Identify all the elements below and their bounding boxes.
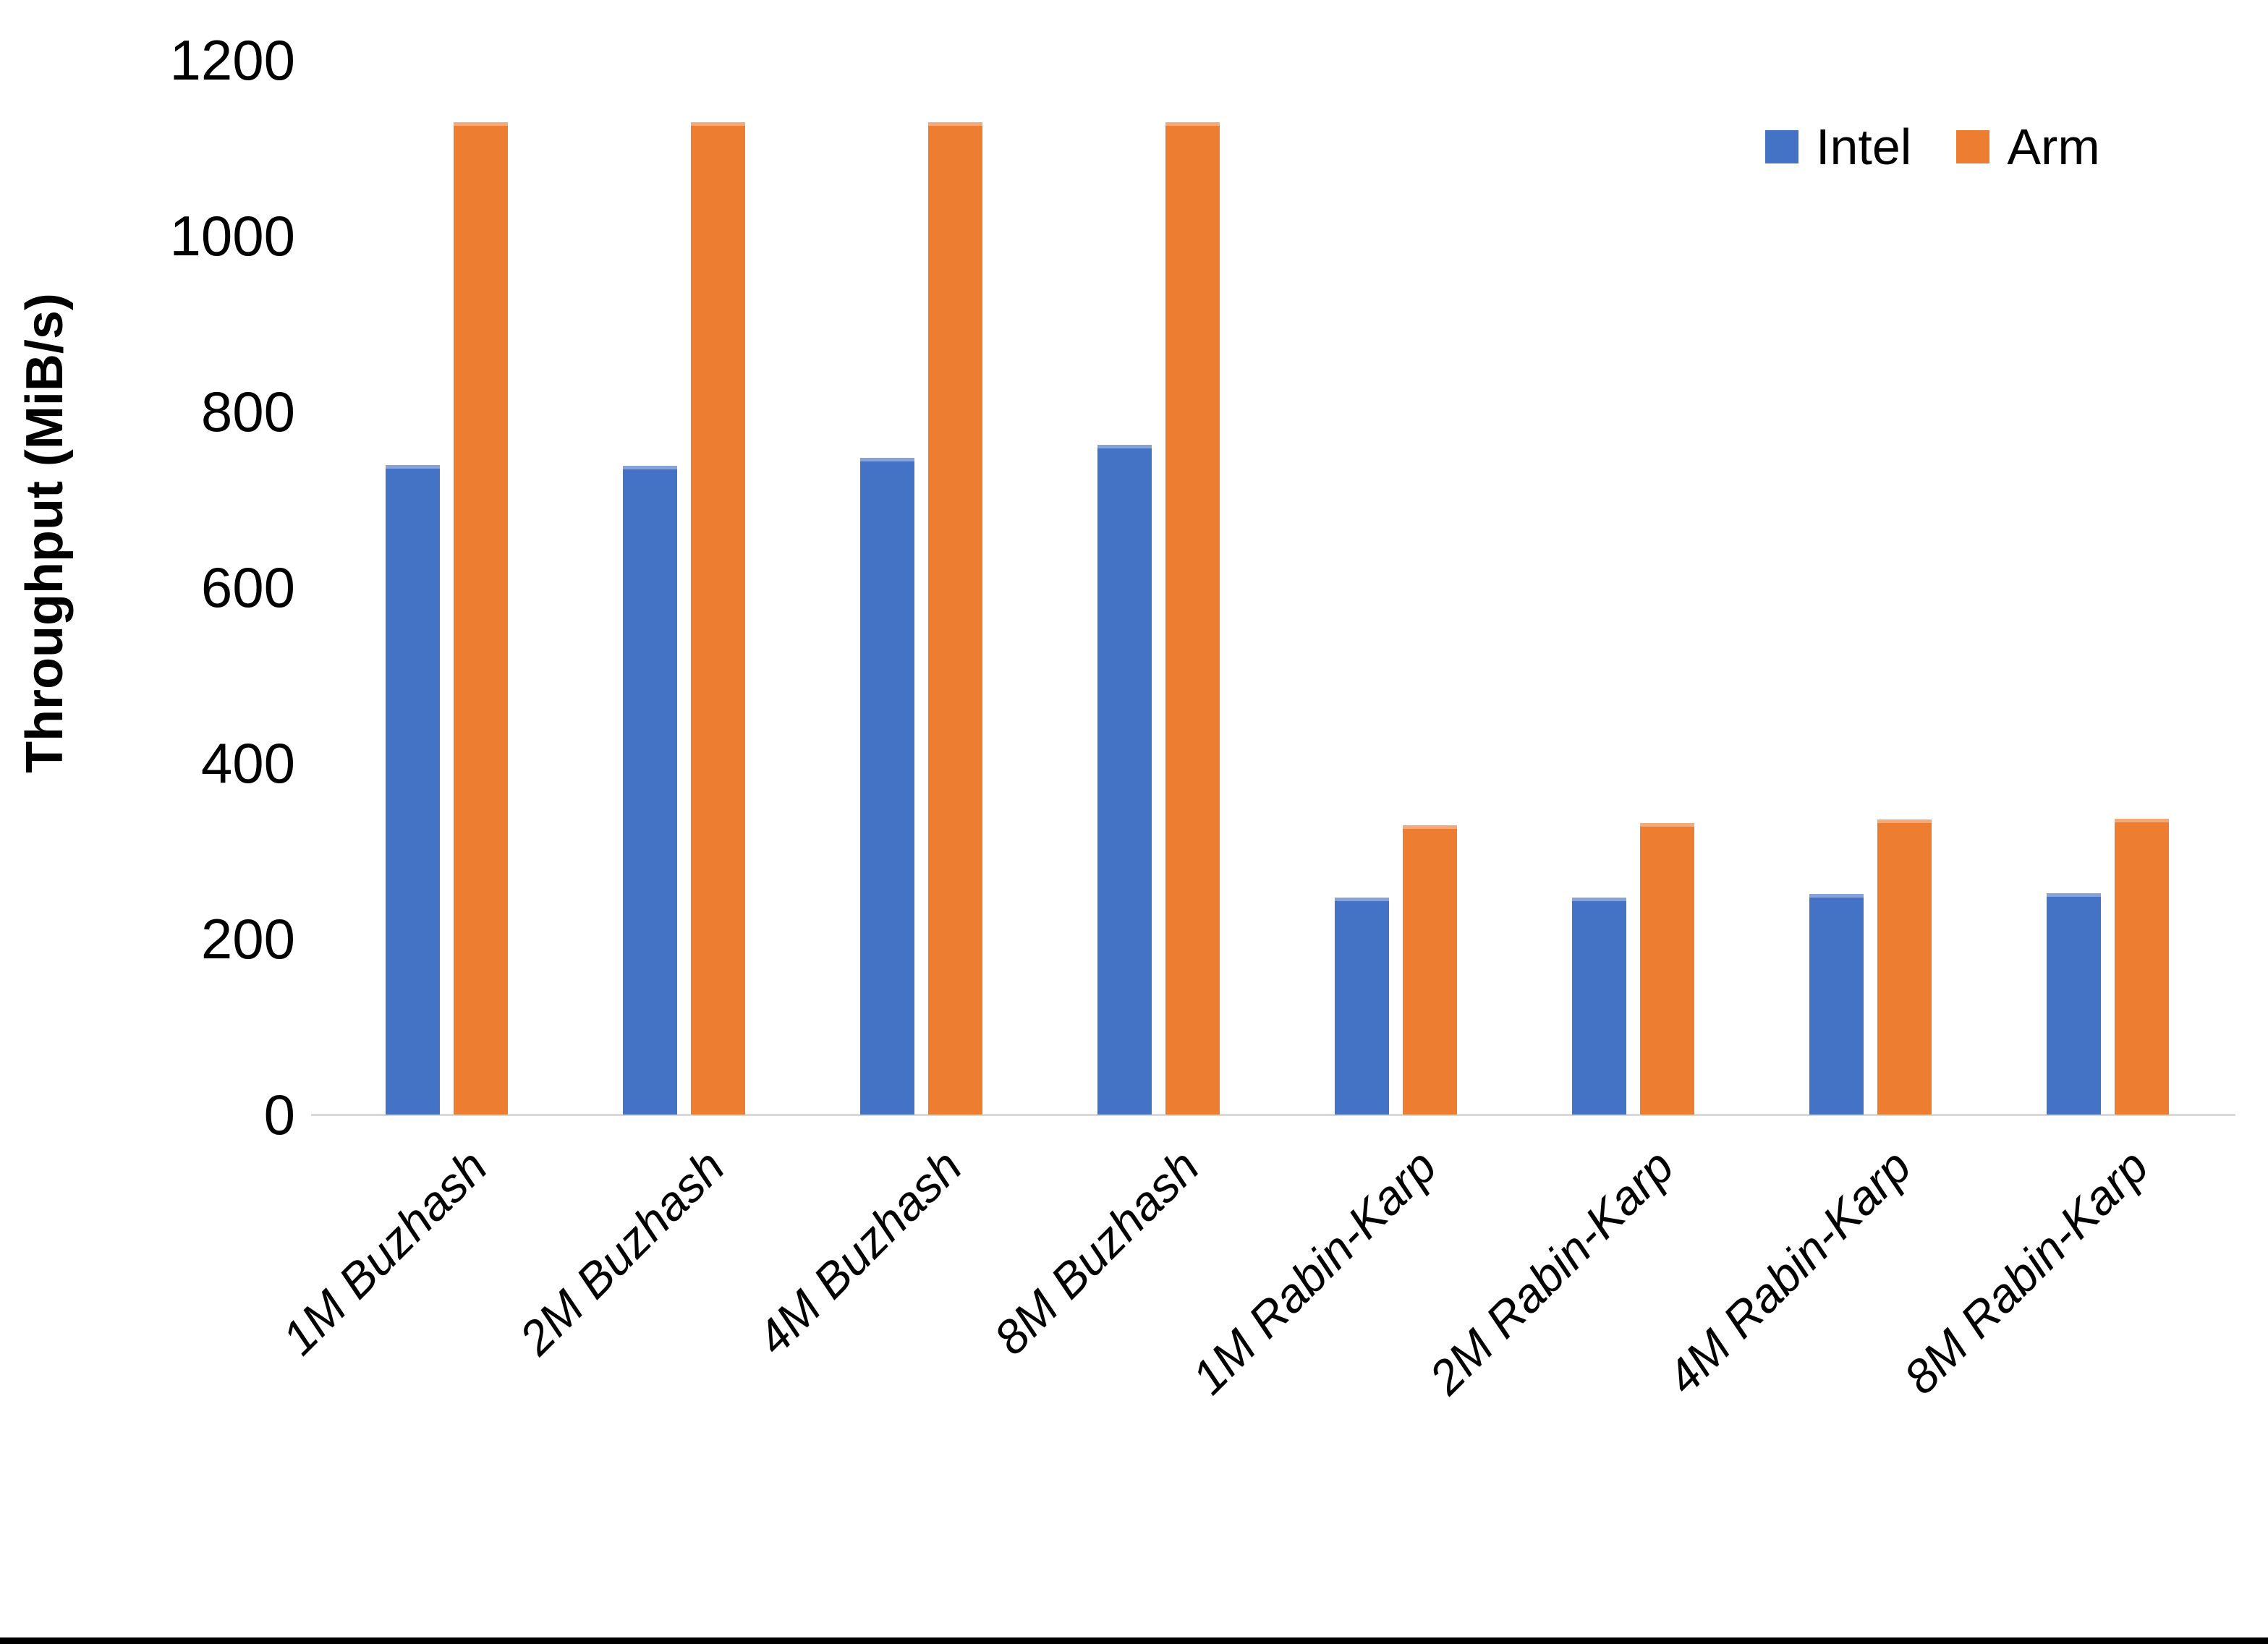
legend-swatch-icon bbox=[1956, 130, 1990, 163]
bar-arm-1m-buzhash bbox=[454, 122, 508, 1115]
legend-item-intel: Intel bbox=[1765, 122, 1911, 172]
bar-intel-1m-rabin-karp bbox=[1335, 897, 1389, 1115]
x-category-label: 1M Buzhash bbox=[271, 1139, 497, 1365]
y-tick-label: 0 bbox=[263, 1083, 295, 1146]
y-tick-label: 400 bbox=[200, 731, 295, 795]
x-category-label: 2M Rabin-Karp bbox=[1418, 1139, 1683, 1405]
bar-intel-8m-rabin-karp bbox=[2047, 893, 2101, 1115]
x-category-label: 4M Rabin-Karp bbox=[1655, 1139, 1921, 1405]
bar-arm-2m-buzhash bbox=[691, 122, 745, 1115]
bar-intel-2m-rabin-karp bbox=[1572, 897, 1626, 1115]
legend-item-arm: Arm bbox=[1956, 119, 2100, 175]
y-tick-label: 600 bbox=[200, 555, 295, 619]
bar-arm-4m-rabin-karp bbox=[1877, 819, 1932, 1115]
x-axis-line bbox=[311, 1114, 2235, 1116]
bar-intel-1m-buzhash bbox=[386, 465, 440, 1115]
bottom-border bbox=[0, 1637, 2268, 1644]
x-category-label: 8M Buzhash bbox=[983, 1139, 1209, 1365]
legend-label: Arm bbox=[2007, 119, 2100, 175]
legend: Intel Arm bbox=[1765, 122, 2100, 172]
bar-intel-4m-buzhash bbox=[860, 458, 914, 1115]
legend-swatch-icon bbox=[1765, 130, 1798, 163]
y-tick-label: 1000 bbox=[169, 204, 295, 268]
y-tick-label: 800 bbox=[200, 380, 295, 443]
y-tick-label: 200 bbox=[200, 907, 295, 971]
x-category-label: 1M Rabin-Karp bbox=[1181, 1139, 1446, 1405]
y-tick-label: 1200 bbox=[169, 28, 295, 92]
bar-arm-1m-rabin-karp bbox=[1403, 825, 1457, 1115]
bar-arm-4m-buzhash bbox=[928, 122, 982, 1115]
bar-arm-2m-rabin-karp bbox=[1640, 822, 1694, 1115]
bar-arm-8m-buzhash bbox=[1165, 122, 1220, 1115]
x-category-label: 4M Buzhash bbox=[746, 1139, 972, 1365]
bar-intel-4m-rabin-karp bbox=[1809, 894, 1864, 1115]
x-category-label: 2M Buzhash bbox=[509, 1139, 734, 1365]
bar-arm-8m-rabin-karp bbox=[2115, 818, 2169, 1115]
bar-intel-8m-buzhash bbox=[1097, 445, 1152, 1115]
legend-label: Intel bbox=[1816, 119, 1912, 175]
x-category-label: 8M Rabin-Karp bbox=[1893, 1139, 2158, 1405]
y-axis-title: Throughput (MiB/s) bbox=[16, 293, 74, 773]
bar-intel-2m-buzhash bbox=[623, 466, 677, 1115]
